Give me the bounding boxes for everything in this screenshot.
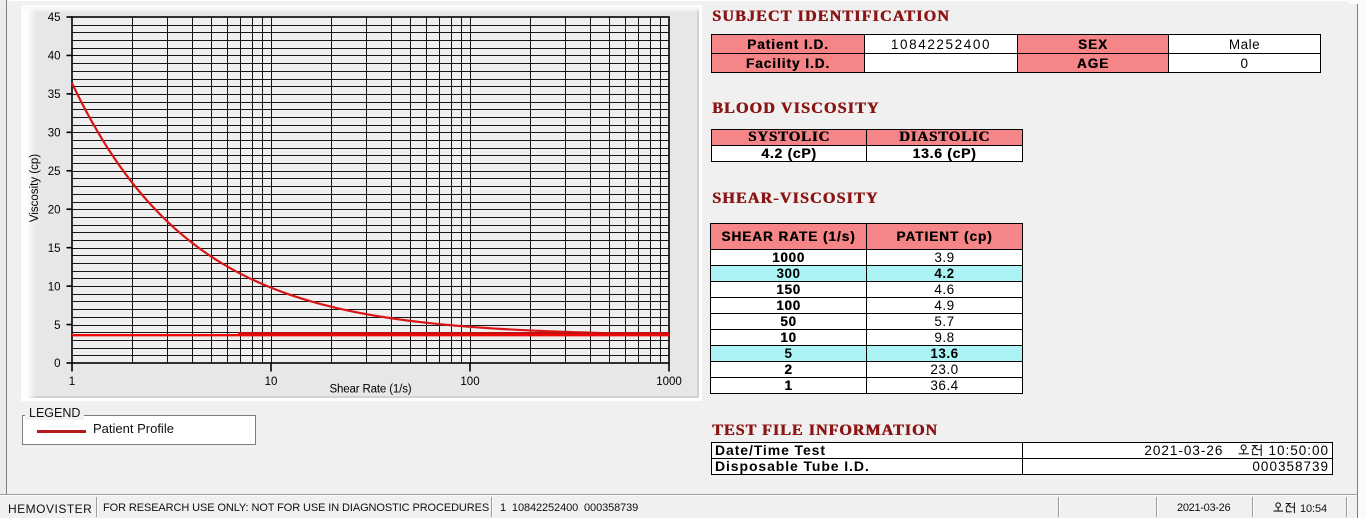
svg-text:10: 10 [48, 281, 61, 293]
svg-text:15: 15 [48, 243, 61, 255]
svg-text:10: 10 [265, 376, 278, 388]
svg-text:Shear Rate (1/s): Shear Rate (1/s) [330, 384, 412, 396]
svg-text:100: 100 [460, 376, 479, 388]
svg-text:5: 5 [54, 320, 60, 332]
svg-text:1000: 1000 [656, 376, 682, 388]
svg-text:1: 1 [69, 376, 75, 388]
svg-text:40: 40 [48, 51, 61, 63]
svg-text:20: 20 [48, 204, 61, 216]
svg-text:35: 35 [48, 89, 61, 101]
svg-text:25: 25 [48, 166, 61, 178]
svg-text:Viscosity (cp): Viscosity (cp) [29, 154, 41, 222]
svg-text:30: 30 [48, 128, 61, 140]
svg-text:0: 0 [54, 358, 60, 370]
svg-text:45: 45 [48, 12, 61, 24]
